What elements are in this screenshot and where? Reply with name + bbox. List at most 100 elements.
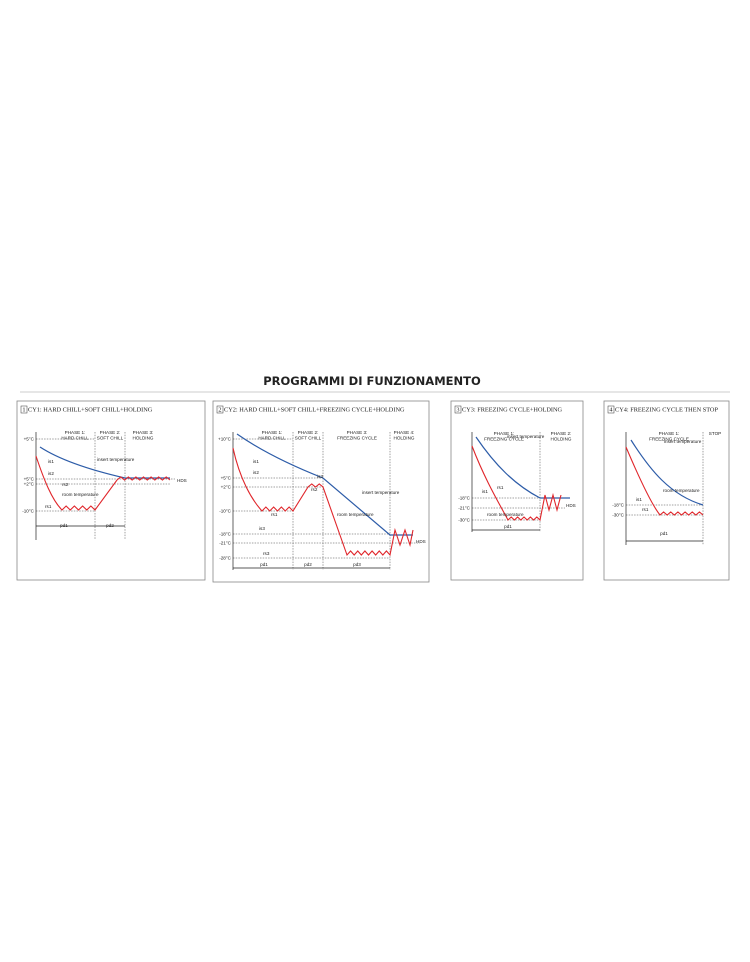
temp-label: -18°C <box>458 496 470 501</box>
temp-label: +2°C <box>221 485 232 490</box>
temp-label: -28°C <box>219 556 231 561</box>
curve-label: is2 <box>48 471 54 476</box>
phase-label: PHASE 4: <box>394 430 415 435</box>
curve-label: room temperature <box>337 512 374 517</box>
curve-label: pd1 <box>60 523 68 528</box>
phase-label: PHASE 1: <box>494 431 515 436</box>
panel-frame <box>212 400 430 583</box>
curve-label: pd1 <box>260 562 268 567</box>
temp-label: -21°C <box>219 541 231 546</box>
curve-label: rs1 <box>642 507 649 512</box>
phase-label: SOFT CHILL <box>97 436 124 441</box>
phase-label: HOLDING <box>394 436 415 441</box>
room-temperature-curve <box>625 446 704 516</box>
panel-number: 3 <box>456 407 459 414</box>
curve-label: is1 <box>48 459 54 464</box>
phase-label: PHASE 2: <box>100 430 121 435</box>
temp-label: -10°C <box>219 509 231 514</box>
panel-title: CY4: FREEZING CYCLE THEN STOP <box>615 407 718 414</box>
curve-label: room temperature <box>487 512 524 517</box>
phase-label: PHASE 1: <box>659 431 680 436</box>
panel-title: CY1: HARD CHILL+SOFT CHILL+HOLDING <box>28 407 153 414</box>
room-temperature-curve <box>471 445 562 522</box>
phase-label: PHASE 2: <box>551 431 572 436</box>
curve-label: rs2 <box>311 487 318 492</box>
curve-label: pd2 <box>304 562 312 567</box>
temp-label: -30°C <box>612 513 624 518</box>
phase-label: SOFT CHILL <box>295 436 322 441</box>
phase-label: PHASE 1: <box>262 430 283 435</box>
phase-label: PHASE 2: <box>298 430 319 435</box>
phase-label: PHASE 3: <box>347 430 368 435</box>
panel-frame <box>603 400 730 581</box>
phase-label: STOP <box>709 431 721 436</box>
temp-label: -30°C <box>458 518 470 523</box>
curve-label: insert temperature <box>664 439 702 444</box>
curve-label: HDS <box>416 539 426 544</box>
curve-label: HDS <box>177 478 187 483</box>
curve-label: is1 <box>636 497 642 502</box>
temp-label: -18°C <box>219 532 231 537</box>
guides <box>472 432 570 532</box>
phase-label: FREEZING CYCLE <box>649 437 689 442</box>
curve-label: is3 <box>259 526 265 531</box>
panel-number: 2 <box>218 407 221 414</box>
number-box <box>454 405 462 414</box>
curve-label: rs1 <box>497 485 504 490</box>
guides <box>626 432 704 545</box>
number-box <box>216 405 224 414</box>
curve-label: HDS <box>566 503 576 508</box>
curve-label: pd1 <box>660 531 668 536</box>
guide-line <box>472 432 570 532</box>
temp-label: +5°C <box>24 437 35 442</box>
temp-label: +10°C <box>218 437 232 442</box>
curve-label: rs3 <box>263 551 270 556</box>
curve-label: insert temperature <box>362 490 400 495</box>
curve-label: pd2 <box>106 523 114 528</box>
phase-label: PHASE 1: <box>65 430 86 435</box>
panel-number: 4 <box>609 407 613 414</box>
guide-line <box>626 432 704 545</box>
temp-label: +5°C <box>221 476 232 481</box>
phase-label: HOLDING <box>133 436 154 441</box>
phase-label: HOLDING <box>551 437 572 442</box>
temp-label: -18°C <box>612 503 624 508</box>
curve-label: is1 <box>253 459 259 464</box>
room-temperature-curve <box>35 455 171 511</box>
temp-label: +2°C <box>24 482 35 487</box>
page-title: PROGRAMMI DI FUNZIONAMENTO <box>263 374 481 388</box>
curve-label: rs2 <box>62 482 69 487</box>
curve-label: is2 <box>253 470 259 475</box>
panel-frame <box>16 400 206 581</box>
number-box <box>20 405 28 414</box>
insert-temperature-curve <box>630 439 704 506</box>
phase-label: PHASE 3: <box>133 430 154 435</box>
curve-label: room temperature <box>663 488 700 493</box>
curve-label: is1 <box>482 489 488 494</box>
panel-number: 1 <box>22 407 25 414</box>
insert-temperature-curve <box>236 433 413 536</box>
phase-label: HARD CHILL <box>61 436 89 441</box>
guides <box>36 432 175 540</box>
panel-title: CY3: FREEZING CYCLE+HOLDING <box>462 407 563 414</box>
curve-label: room temperature <box>62 492 99 497</box>
curve-label: rs1 <box>45 504 52 509</box>
temp-label: +5°C <box>24 477 35 482</box>
insert-temperature-curve <box>475 436 570 499</box>
guides <box>233 432 420 570</box>
phase-label: FREEZING CYCLE <box>337 436 377 441</box>
phase-label: FREEZING CYCLE <box>484 437 524 442</box>
curve-label: insert temperature <box>97 457 135 462</box>
curve-label: pd3 <box>353 562 361 567</box>
room-temperature-curve <box>232 447 414 557</box>
number-box <box>607 405 615 414</box>
temp-label: -10°C <box>22 509 34 514</box>
curve-label: rs1 <box>271 512 278 517</box>
temp-label: -21°C <box>458 506 470 511</box>
curve-label: is3 <box>317 474 323 479</box>
curve-label: pd1 <box>504 524 512 529</box>
insert-temperature-curve <box>39 446 170 479</box>
panel-title: CY2: HARD CHILL+SOFT CHILL+FREEZING CYCL… <box>224 407 405 414</box>
